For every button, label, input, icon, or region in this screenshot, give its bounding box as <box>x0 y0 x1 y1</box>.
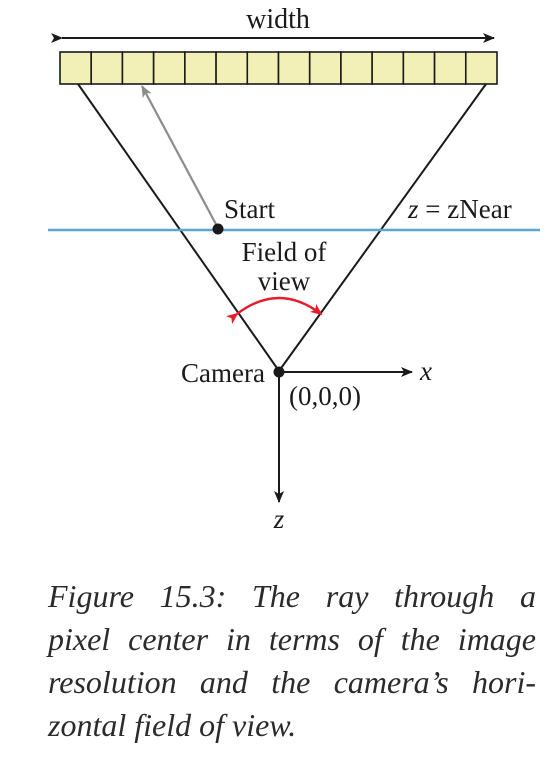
image-plane-pixel-strip <box>59 51 498 85</box>
ray-diagram: width Start z = zNear Field of view Came… <box>48 4 540 534</box>
fov-arc-arrow <box>226 296 323 325</box>
fov-label-line1: Field of <box>242 237 327 267</box>
pixel-cell <box>308 51 342 85</box>
frustum-right-edge <box>278 83 487 372</box>
width-label: width <box>246 4 310 35</box>
start-label: Start <box>224 194 275 224</box>
pixel-cell <box>371 51 405 85</box>
znear-var: z <box>407 194 419 224</box>
pixel-cell <box>246 51 280 85</box>
x-axis-label: x <box>419 356 432 386</box>
pixel-cell <box>215 51 249 85</box>
camera-label: Camera <box>181 358 265 388</box>
znear-equation: = zNear <box>419 194 512 224</box>
origin-label: (0,0,0) <box>289 381 361 411</box>
pixel-cell <box>277 51 311 85</box>
pixel-cell <box>121 51 155 85</box>
pixel-cell <box>433 51 467 85</box>
caption-line: resolution and the camera’s hori- <box>48 664 536 700</box>
pixel-cell <box>152 51 186 85</box>
z-axis-label: z <box>273 504 285 534</box>
pixel-cell <box>464 51 498 85</box>
caption-line: Figure 15.3: The ray through a <box>48 578 536 614</box>
pixel-cell <box>59 51 93 85</box>
pixel-cell <box>184 51 217 85</box>
pixel-cell <box>340 51 373 85</box>
znear-label: z = zNear <box>407 194 512 224</box>
frustum-left-edge <box>77 83 280 372</box>
ray-to-pixel-arrow <box>141 85 219 229</box>
pixel-cell <box>90 51 124 85</box>
start-point <box>212 223 224 235</box>
fov-label-line2: view <box>258 266 311 296</box>
figure-caption: Figure 15.3: The ray through a pixel cen… <box>48 575 536 747</box>
pixel-cell <box>402 51 436 85</box>
caption-line: zontal field of view. <box>48 707 297 743</box>
caption-line: pixel center in terms of the image <box>48 621 536 657</box>
